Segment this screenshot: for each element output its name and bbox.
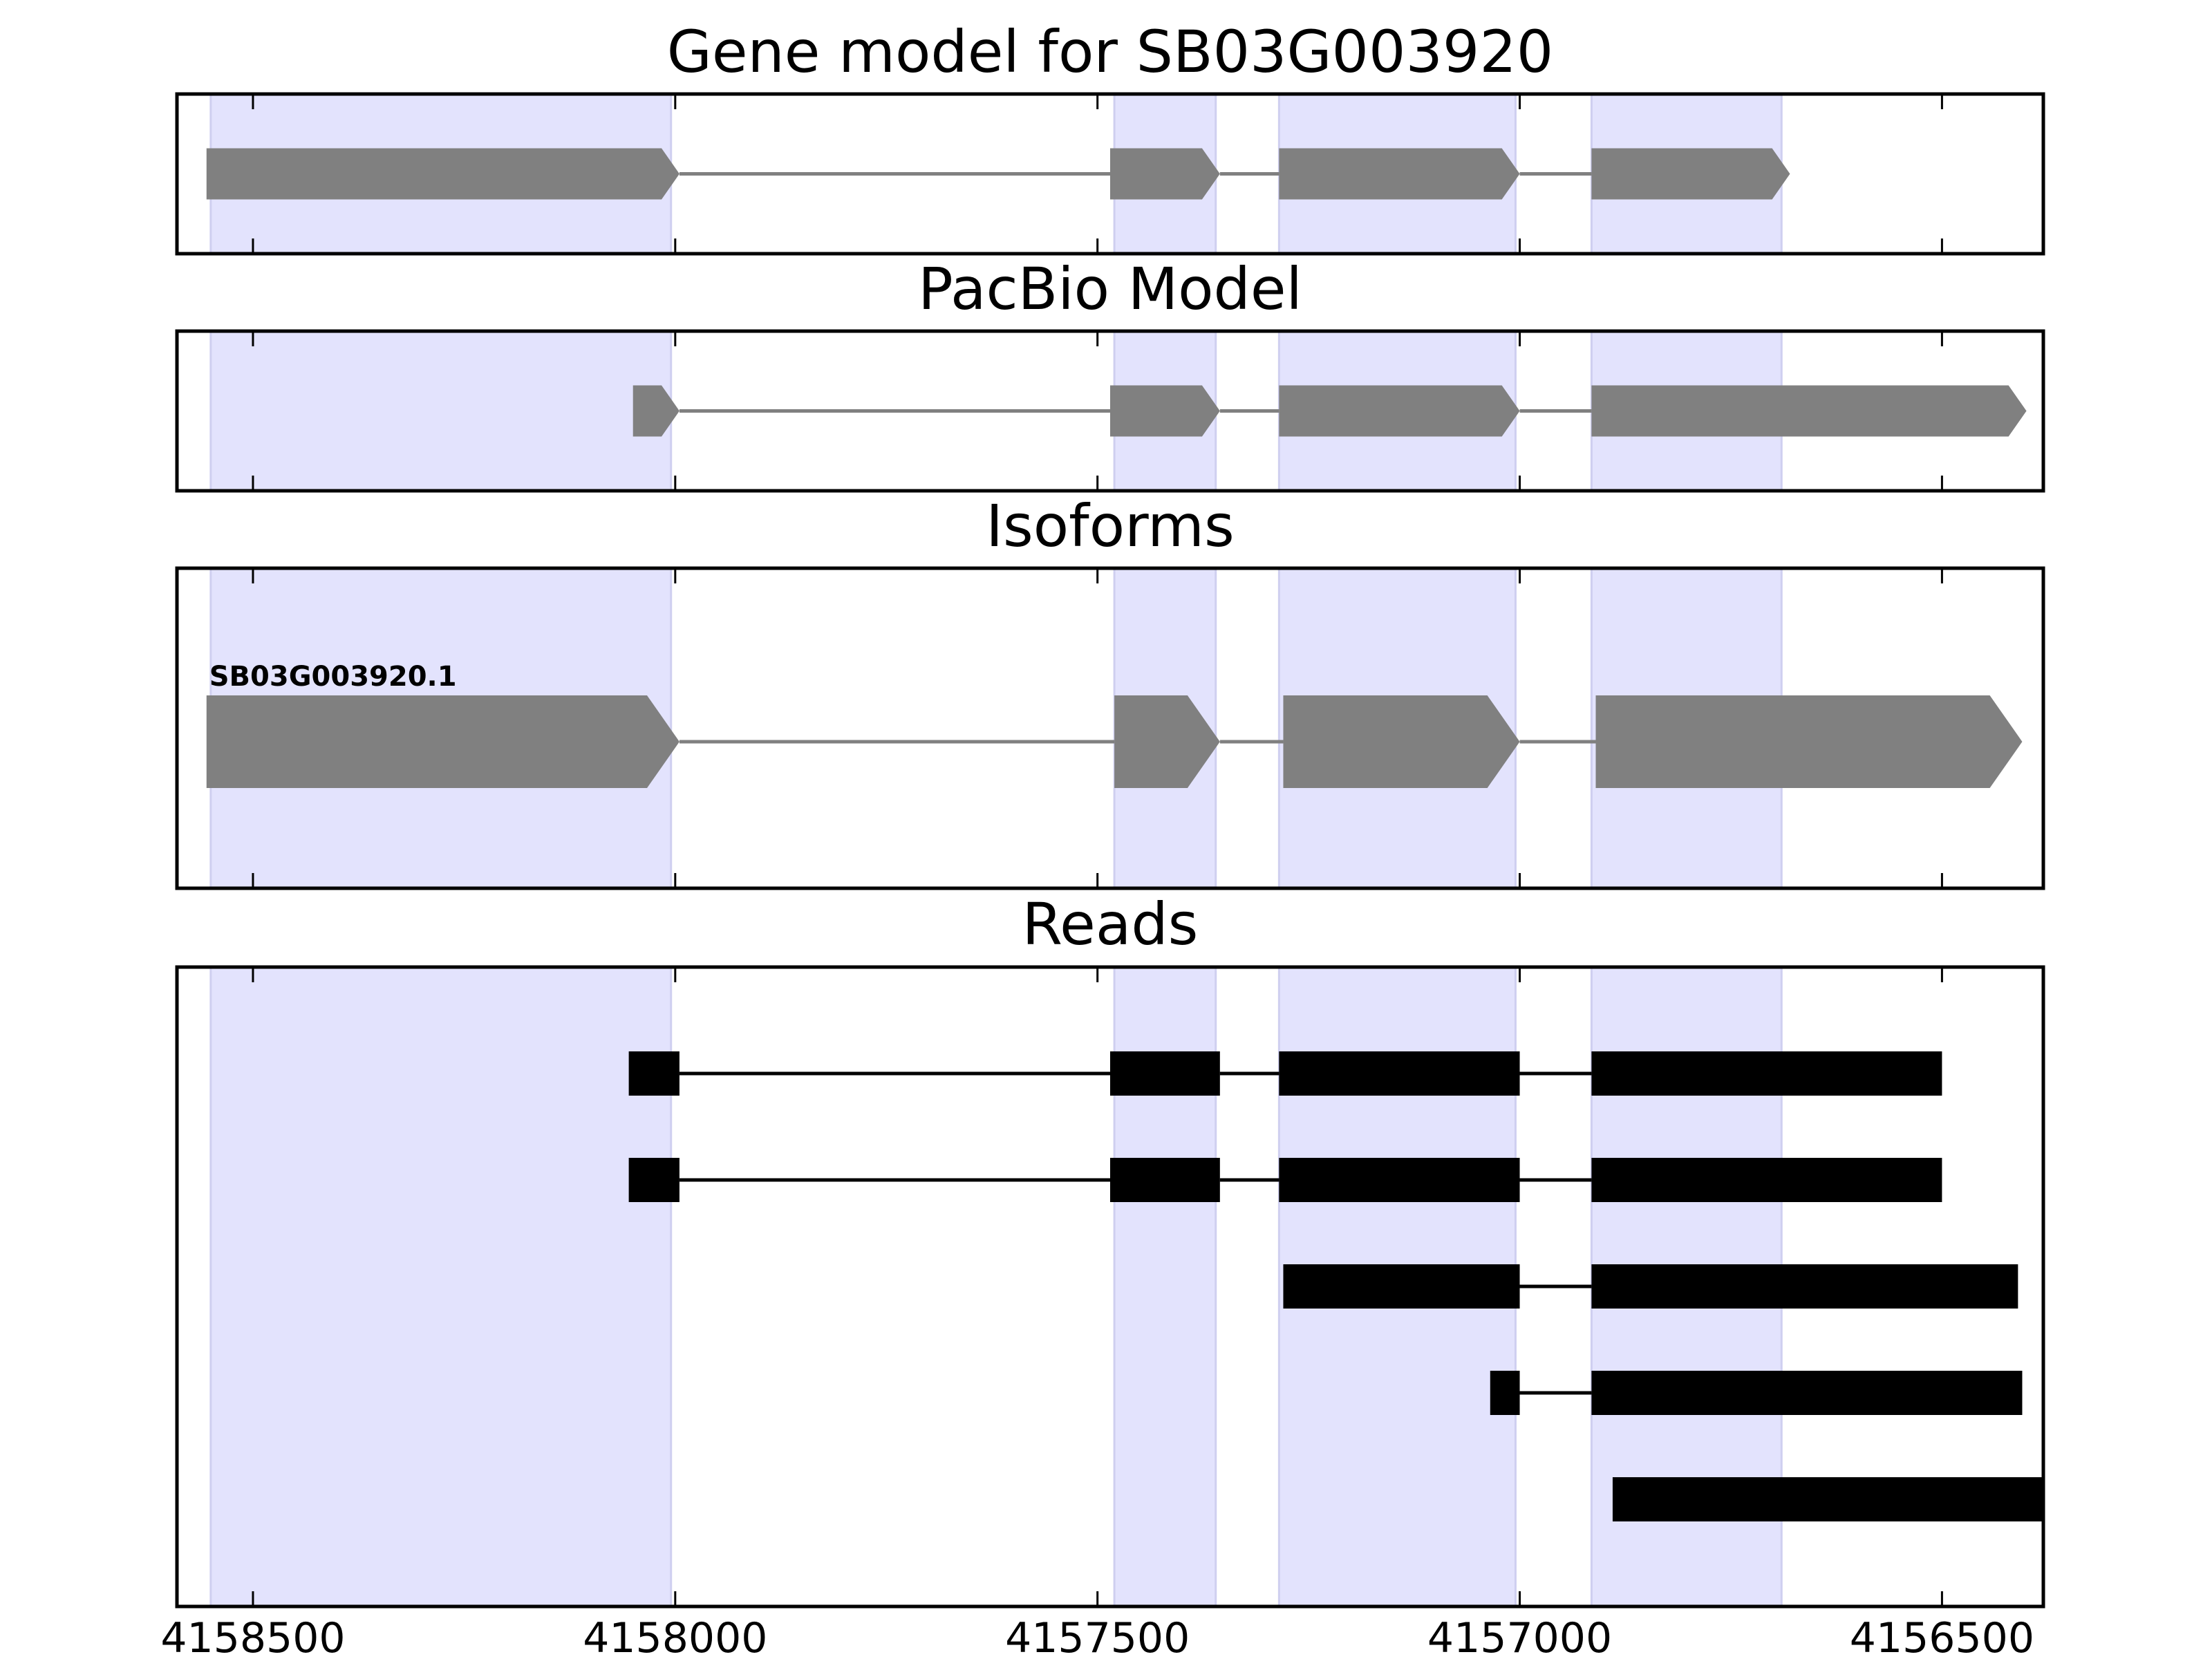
shaded-exon-region bbox=[209, 966, 673, 1608]
isoform-label: SB03G003920.1 bbox=[209, 661, 457, 693]
panel-title: Gene model for SB03G003920 bbox=[667, 18, 1553, 86]
x-tick-label: 4156500 bbox=[1850, 1614, 2034, 1659]
panel-isoforms: Isoforms SB03G003920.1 bbox=[175, 492, 2045, 890]
panel-frame bbox=[175, 965, 2045, 1609]
exon-arrow bbox=[632, 385, 679, 437]
read-block bbox=[1612, 1477, 2043, 1521]
read-block bbox=[1591, 1371, 2023, 1415]
panel-frame bbox=[175, 92, 2045, 256]
transcript-track bbox=[632, 385, 2027, 437]
exon-arrow bbox=[1114, 695, 1220, 788]
read-block bbox=[1591, 1051, 1942, 1096]
read-block bbox=[1490, 1371, 1520, 1415]
exon-arrow bbox=[206, 148, 679, 200]
transcript-track bbox=[206, 148, 1790, 200]
read-block bbox=[1279, 1051, 1520, 1096]
panel-reads: Reads bbox=[175, 890, 2045, 1609]
exon-arrow bbox=[1110, 385, 1220, 437]
x-tick-label: 4158500 bbox=[160, 1614, 345, 1659]
panel-frame bbox=[175, 566, 2045, 890]
read-track bbox=[628, 1158, 1942, 1202]
exon-arrow bbox=[1110, 148, 1220, 200]
read-block bbox=[1279, 1158, 1520, 1202]
exon-arrow bbox=[1279, 148, 1520, 200]
panel-title: Isoforms bbox=[986, 492, 1235, 560]
read-track bbox=[1283, 1264, 2018, 1309]
exon-arrow bbox=[206, 695, 679, 788]
panel-pacbio-model: PacBio Model bbox=[175, 255, 2045, 493]
read-block bbox=[1591, 1264, 2018, 1309]
panel-frame bbox=[175, 329, 2045, 493]
exon-arrow bbox=[1591, 148, 1790, 200]
x-tick-label: 4158000 bbox=[583, 1614, 767, 1659]
x-axis: 4158500 4158000 4157500 4157000 4156500 bbox=[160, 1614, 2034, 1659]
read-block bbox=[1591, 1158, 1942, 1202]
x-tick-label: 4157000 bbox=[1427, 1614, 1612, 1659]
exon-arrow bbox=[1595, 695, 2023, 788]
transcript-track: SB03G003920.1 bbox=[206, 661, 2023, 788]
panel-gene-model: Gene model for SB03G003920 bbox=[175, 18, 2045, 256]
shaded-exon-region bbox=[209, 330, 673, 492]
x-tick-label: 4157500 bbox=[1005, 1614, 1190, 1659]
panel-title: PacBio Model bbox=[918, 255, 1302, 323]
read-block bbox=[628, 1051, 679, 1096]
read-track bbox=[1612, 1477, 2043, 1521]
exon-arrow bbox=[1591, 385, 2027, 437]
exon-arrow bbox=[1283, 695, 1520, 788]
read-block bbox=[628, 1158, 679, 1202]
read-track bbox=[628, 1051, 1942, 1096]
read-track bbox=[1490, 1371, 2023, 1415]
read-block bbox=[1110, 1158, 1220, 1202]
panel-title: Reads bbox=[1022, 890, 1199, 958]
read-block bbox=[1283, 1264, 1520, 1309]
exon-arrow bbox=[1279, 385, 1520, 437]
read-block bbox=[1110, 1051, 1220, 1096]
